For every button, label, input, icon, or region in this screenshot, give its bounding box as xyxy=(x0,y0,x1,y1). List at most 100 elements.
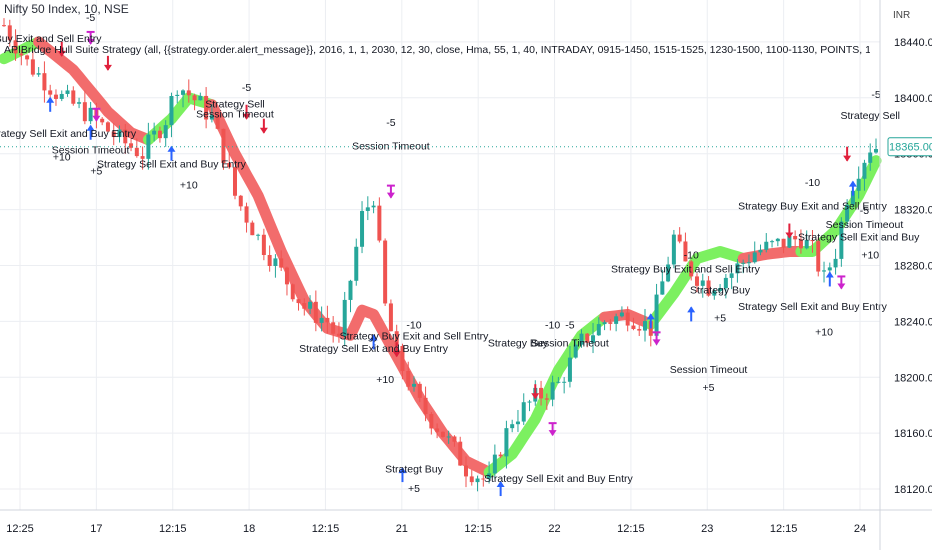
time-tick-label: 21 xyxy=(396,523,408,535)
candle-down xyxy=(631,325,636,329)
candle-up xyxy=(770,241,775,243)
candle-down xyxy=(157,130,162,139)
candle-up xyxy=(360,210,365,247)
candle-down xyxy=(325,317,330,323)
buy-arrow-head xyxy=(86,124,95,131)
candle-up xyxy=(273,258,278,266)
candle-up xyxy=(412,383,417,387)
candle-down xyxy=(498,454,503,457)
exit-arrow-head xyxy=(86,38,95,45)
exit-arrow-head xyxy=(548,430,557,437)
candle-up xyxy=(666,264,671,282)
trade-annotation-label: +10 xyxy=(861,249,879,261)
candle-up xyxy=(169,95,174,126)
candle-down xyxy=(388,303,393,332)
price-tick-label: 18320.00 xyxy=(894,205,932,217)
symbol-title[interactable]: Nifty 50 Index, 10, NSE xyxy=(4,2,129,16)
exit-arrow-head xyxy=(837,283,846,290)
candle-up xyxy=(718,288,723,291)
candle-up xyxy=(602,322,607,325)
candle-down xyxy=(383,240,388,304)
strategy-settings-line[interactable]: APIBridge Hull Suite Strategy (all, {{st… xyxy=(4,44,870,56)
trade-annotation-label: Session Timeout xyxy=(196,108,274,120)
candle-down xyxy=(683,241,688,262)
candle-up xyxy=(591,335,596,343)
candle-up xyxy=(175,94,180,96)
trade-annotation-label: -5 xyxy=(386,117,395,129)
trade-annotation-label: Strategy Buy Exit and Sell Entry xyxy=(340,331,490,343)
trade-annotation-label: Strategy Buy Exit and Sell Entry xyxy=(0,33,102,45)
candle-down xyxy=(336,333,341,336)
candle-down xyxy=(2,25,6,27)
last-price-badge xyxy=(887,137,932,157)
trade-annotation-label: +5 xyxy=(714,312,726,324)
time-tick-label: 12:15 xyxy=(312,523,340,535)
trade-annotation-label: -10 xyxy=(684,249,699,261)
candle-down xyxy=(13,40,18,54)
candle-down xyxy=(481,478,486,480)
candle-up xyxy=(822,270,827,272)
buy-arrow-head xyxy=(496,481,505,488)
candle-down xyxy=(406,371,411,387)
trade-annotation-label: Strategy Sell Exit and Buy Entry xyxy=(0,128,137,140)
candle-down xyxy=(429,414,434,429)
hull-band-down-segment xyxy=(33,36,154,146)
candle-down xyxy=(677,234,682,242)
time-tick-label: 12:15 xyxy=(617,523,645,535)
trade-annotation-label: +10 xyxy=(180,180,198,192)
candle-down xyxy=(267,255,272,266)
candle-up xyxy=(65,90,70,94)
buy-arrow-head xyxy=(167,145,176,152)
candle-down xyxy=(302,303,307,309)
candle-up xyxy=(504,428,509,457)
price-tick-label: 18400.00 xyxy=(894,93,932,105)
trade-annotation-label: -5 xyxy=(860,205,869,217)
candle-up xyxy=(845,204,850,222)
candle-down xyxy=(111,131,116,138)
candle-up xyxy=(735,263,740,274)
candle-up xyxy=(614,316,619,324)
sell-arrow-head xyxy=(392,351,401,358)
candle-up xyxy=(764,241,769,250)
hull-band-up-segment xyxy=(645,246,749,330)
candle-down xyxy=(423,397,428,415)
candle-down xyxy=(463,465,468,477)
trade-annotation-label: Strategy Sell Exit and Buy Entry xyxy=(738,301,888,313)
candle-up xyxy=(827,267,832,271)
trade-annotation-label: Strategy Buy Exit and Sell Entry xyxy=(738,201,888,213)
candle-up xyxy=(579,333,584,345)
candle-down xyxy=(215,115,220,129)
price-tick-label: 18200.00 xyxy=(894,372,932,384)
sell-arrow-head xyxy=(242,113,251,120)
candle-up xyxy=(723,277,728,289)
candle-down xyxy=(417,383,422,398)
candle-up xyxy=(671,234,676,265)
trade-annotation-label: Strategy Buy xyxy=(690,284,751,296)
candle-down xyxy=(134,147,139,157)
trade-annotation-label: +10 xyxy=(815,326,833,338)
sell-arrow-head xyxy=(785,232,794,239)
trade-annotation-label: Session Timeout xyxy=(826,219,904,231)
candle-down xyxy=(25,55,30,60)
candle-up xyxy=(573,344,578,358)
trade-annotation-label: -5 xyxy=(871,89,880,101)
candle-up xyxy=(596,324,601,336)
buy-arrow-head xyxy=(646,313,655,320)
candle-up xyxy=(36,73,41,75)
sell-arrow-head xyxy=(57,50,66,57)
candle-down xyxy=(100,118,105,123)
exit-arrow-head xyxy=(652,339,661,346)
candle-up xyxy=(446,436,451,438)
candle-down xyxy=(435,428,440,432)
time-tick-label: 12:15 xyxy=(159,523,187,535)
candle-up xyxy=(510,424,515,429)
buy-arrow-head xyxy=(46,96,55,103)
candle-down xyxy=(30,59,35,75)
candle-up xyxy=(515,421,520,425)
candle-up xyxy=(787,235,792,248)
trade-annotation-label: -5 xyxy=(242,82,251,94)
trade-annotation-label: -5 xyxy=(86,12,95,24)
hull-band-up-segment xyxy=(142,92,218,146)
